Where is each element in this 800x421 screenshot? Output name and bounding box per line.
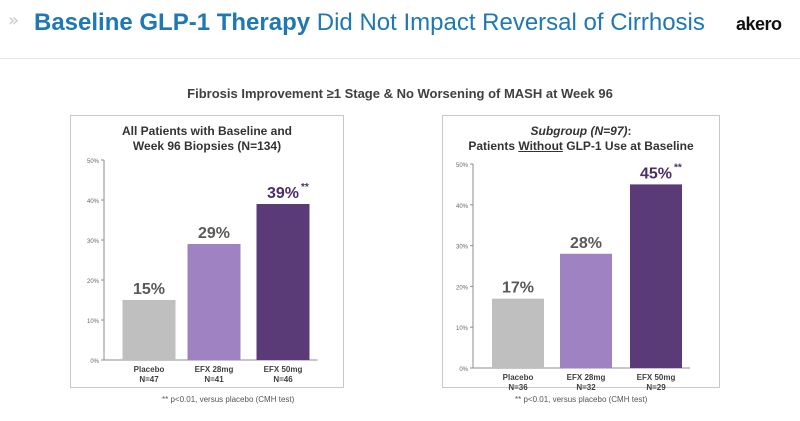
y-tick-label: 10% bbox=[456, 326, 469, 332]
data-label: 45% bbox=[640, 165, 672, 182]
x-category-label: EFX 28mg bbox=[195, 365, 234, 374]
y-tick-label: 10% bbox=[87, 319, 100, 325]
y-tick-label: 0% bbox=[90, 359, 99, 365]
panel-title-post: GLP-1 Use at Baseline bbox=[562, 139, 694, 153]
chart-subtitle: Fibrosis Improvement ≥1 Stage & No Worse… bbox=[187, 86, 613, 101]
y-tick-label: 40% bbox=[456, 204, 469, 210]
y-tick-label: 20% bbox=[456, 285, 469, 291]
footnote-left: ** p<0.01, versus placebo (CMH test) bbox=[162, 395, 295, 404]
data-label: 29% bbox=[198, 225, 230, 242]
x-category-n: N=46 bbox=[273, 375, 293, 384]
bar-placebo bbox=[122, 300, 176, 360]
bar-efx-50mg bbox=[630, 184, 682, 368]
panel-title-pre: Patients bbox=[468, 139, 519, 153]
x-category-label: Placebo bbox=[503, 373, 534, 382]
y-tick-label: 50% bbox=[87, 159, 100, 165]
y-tick-label: 40% bbox=[87, 199, 100, 205]
x-category-n: N=32 bbox=[576, 383, 596, 392]
data-label: 17% bbox=[502, 280, 534, 297]
x-category-n: N=47 bbox=[139, 375, 159, 384]
bar-efx-50mg bbox=[256, 204, 310, 360]
bar-placebo bbox=[492, 298, 544, 368]
panel-title-line1: All Patients with Baseline and bbox=[121, 124, 293, 138]
panel-title-italic: Subgroup (N=97) bbox=[530, 124, 628, 138]
panel-title-line1: Subgroup (N=97): bbox=[443, 124, 719, 139]
chevron-icon: » bbox=[8, 10, 20, 31]
bar-efx-28mg bbox=[187, 244, 241, 360]
chart-panel-subgroup: Subgroup (N=97): Patients Without GLP-1 … bbox=[442, 115, 720, 392]
x-category-label: EFX 28mg bbox=[567, 373, 606, 382]
y-tick-label: 20% bbox=[87, 279, 100, 285]
panel-title-line2: Week 96 Biopsies (N=134) bbox=[132, 139, 282, 153]
header-divider bbox=[0, 58, 800, 59]
x-category-n: N=41 bbox=[204, 375, 224, 384]
x-category-label: Placebo bbox=[134, 365, 165, 374]
x-category-n: N=29 bbox=[646, 383, 666, 392]
slide-header: » Baseline GLP-1 Therapy Did Not Impact … bbox=[0, 0, 800, 48]
data-label: 15% bbox=[133, 281, 165, 298]
y-tick-label: 30% bbox=[456, 245, 469, 251]
y-tick-label: 50% bbox=[456, 163, 469, 169]
panel-title-underlined: Without bbox=[518, 139, 563, 153]
slide-title-bold: Baseline GLP-1 Therapy bbox=[34, 9, 311, 36]
x-category-n: N=36 bbox=[508, 383, 528, 392]
bar-efx-28mg bbox=[560, 253, 612, 368]
x-category-label: EFX 50mg bbox=[637, 373, 676, 382]
panel-title-colon: : bbox=[627, 124, 632, 138]
y-tick-label: 0% bbox=[459, 367, 468, 373]
y-tick-label: 30% bbox=[87, 239, 100, 245]
data-label: 28% bbox=[570, 235, 602, 252]
slide-title-rest: Did Not Impact Reversal of Cirrhosis bbox=[310, 9, 705, 36]
footnote-right: ** p<0.01, versus placebo (CMH test) bbox=[515, 395, 648, 404]
panel-title-line2: Patients Without GLP-1 Use at Baseline bbox=[443, 139, 719, 154]
x-category-label: EFX 50mg bbox=[264, 365, 303, 374]
company-logo: akero bbox=[736, 14, 782, 34]
significance-marker: ** bbox=[674, 162, 682, 173]
significance-marker: ** bbox=[301, 182, 309, 193]
slide-title: Baseline GLP-1 Therapy Did Not Impact Re… bbox=[34, 9, 705, 37]
chart-panel-all-patients: All Patients with Baseline and Week 96 B… bbox=[70, 115, 344, 388]
data-label: 39% bbox=[267, 185, 299, 202]
